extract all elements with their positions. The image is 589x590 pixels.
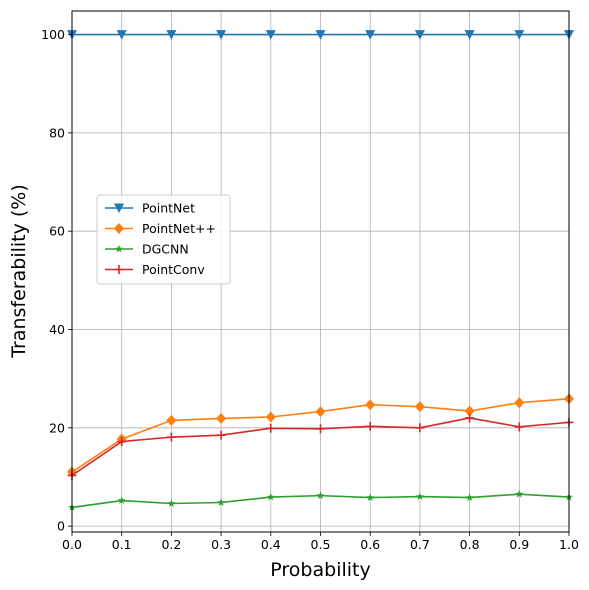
data-point [465,413,475,423]
y-tick-label: 100 [41,27,65,42]
legend-item: PointConv [105,262,205,277]
data-point [117,437,127,447]
x-tick-label: 0.8 [460,537,480,552]
x-tick-label: 0.9 [509,537,529,552]
data-point [166,432,176,442]
series-pointnet [67,30,574,40]
data-point [117,496,126,504]
y-tick-label: 0 [57,519,65,534]
data-point [216,30,227,40]
data-point [216,430,226,440]
x-tick-label: 0.4 [261,537,281,552]
data-point [514,422,524,432]
legend-item: PointNet++ [105,221,216,236]
y-tick-label: 80 [49,125,65,140]
data-point [464,30,475,40]
legend-marker [114,265,124,274]
data-point [217,498,226,506]
legend-item: PointNet [105,201,195,216]
legend: PointNet PointNet++ DGCNN PointConv [96,194,231,285]
legend-marker [115,244,123,253]
data-point [166,414,177,426]
legend-marker [114,203,124,213]
data-point [415,423,425,433]
data-point [315,406,326,418]
data-point [365,399,376,411]
legend-marker [114,223,124,234]
data-point [464,405,475,417]
data-point [316,424,325,434]
data-point [315,30,326,40]
legend-label: DGCNN [142,242,189,257]
y-axis-label: Transferability (%) [8,184,30,359]
data-point [514,30,525,40]
x-tick-label: 0.2 [161,537,181,552]
y-tick-label: 40 [49,322,65,337]
x-tick-label: 0.1 [112,537,132,552]
x-tick-label: 0.5 [311,537,331,552]
y-tick-label: 60 [49,224,65,239]
data-point [216,412,227,424]
data-point [515,489,524,498]
legend-item: DGCNN [105,242,189,257]
x-tick-label: 0.7 [410,537,430,552]
data-point [414,30,425,40]
data-point [167,499,176,507]
data-point [366,493,375,501]
x-tick-label: 0.6 [360,537,380,552]
data-point [166,30,177,40]
data-point [266,423,276,433]
data-point [365,421,375,431]
y-tick-label: 20 [49,420,65,435]
data-point [116,30,127,40]
legend-label: PointNet [142,201,195,216]
x-tick-label: 0.3 [211,537,231,552]
data-point [365,30,376,40]
x-tick-label: 0.0 [62,537,82,552]
data-point [415,492,424,501]
data-point [514,397,525,409]
data-point [265,411,276,423]
data-point [414,401,425,413]
axis-ticks: 0.0 0.1 0.2 0.3 0.4 0.5 0.6 0.7 0.8 0.9 1.0 0 20 40 60… [41,27,579,552]
legend-label: PointNet++ [142,221,216,236]
data-point [265,30,276,40]
x-axis-label: Probability [270,559,370,581]
legend-box [96,194,231,285]
x-tick-label: 1.0 [559,537,579,552]
legend-label: PointConv [142,262,205,277]
data-point [316,491,325,500]
data-point [266,492,275,501]
data-point [465,493,474,501]
